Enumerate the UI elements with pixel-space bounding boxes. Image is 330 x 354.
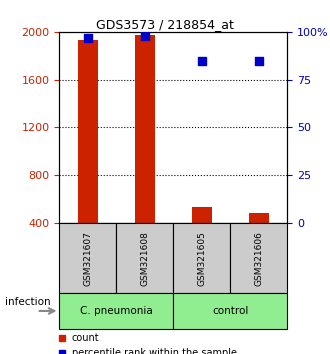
Point xyxy=(142,33,148,39)
Text: GSM321606: GSM321606 xyxy=(254,230,263,286)
Text: infection: infection xyxy=(5,297,51,307)
Bar xyxy=(249,213,269,223)
Text: percentile rank within the sample: percentile rank within the sample xyxy=(72,348,237,354)
Text: GSM321607: GSM321607 xyxy=(83,230,92,286)
Bar xyxy=(78,40,98,223)
Point xyxy=(85,35,90,40)
Text: control: control xyxy=(212,306,248,316)
FancyBboxPatch shape xyxy=(173,223,230,293)
Point xyxy=(256,58,261,63)
Text: GDS3573 / 218854_at: GDS3573 / 218854_at xyxy=(96,18,234,31)
FancyBboxPatch shape xyxy=(116,223,173,293)
Text: count: count xyxy=(72,333,100,343)
FancyBboxPatch shape xyxy=(230,223,287,293)
Bar xyxy=(135,35,155,223)
FancyBboxPatch shape xyxy=(59,223,116,293)
Point xyxy=(199,58,204,63)
Text: C. pneumonia: C. pneumonia xyxy=(80,306,153,316)
FancyBboxPatch shape xyxy=(173,293,287,329)
Text: GSM321608: GSM321608 xyxy=(140,230,149,286)
Bar xyxy=(192,207,212,223)
Text: GSM321605: GSM321605 xyxy=(197,230,206,286)
FancyBboxPatch shape xyxy=(59,293,173,329)
